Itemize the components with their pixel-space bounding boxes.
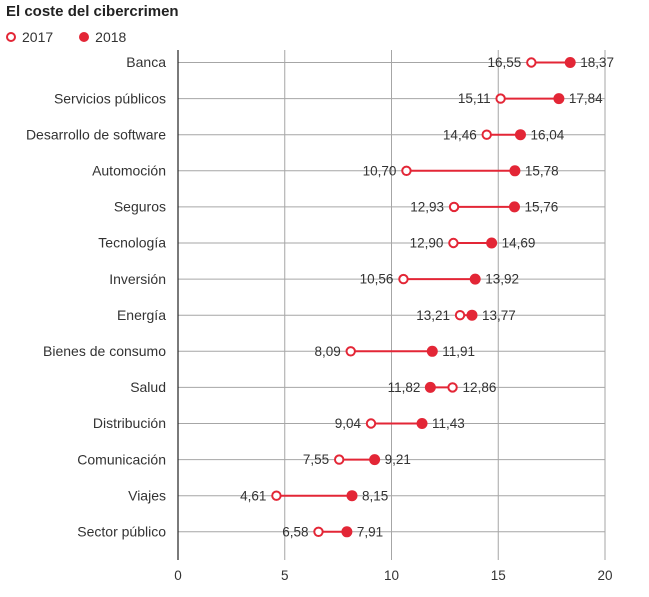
data-label: 13,92: [485, 272, 519, 287]
x-tick-label: 15: [491, 568, 506, 583]
data-label: 18,37: [580, 55, 614, 70]
point-2018: [508, 201, 520, 213]
point-2018: [426, 345, 438, 357]
category-label: Energía: [117, 307, 166, 323]
point-2017: [313, 526, 324, 537]
category-label: Automoción: [92, 163, 166, 179]
category-label: Viajes: [128, 487, 166, 503]
category-label: Tecnología: [98, 235, 166, 251]
point-2018: [466, 309, 478, 321]
category-label: Distribución: [93, 415, 166, 431]
data-label: 9,21: [385, 452, 411, 467]
point-2017: [401, 165, 412, 177]
data-label: 11,91: [442, 344, 475, 359]
point-2018: [469, 273, 481, 285]
data-label: 11,82: [388, 380, 421, 395]
data-label: 13,77: [482, 308, 516, 323]
point-2017: [454, 310, 466, 321]
point-2017: [448, 201, 460, 213]
point-2018: [416, 418, 428, 429]
point-2017: [365, 418, 377, 429]
data-label: 11,43: [432, 416, 465, 431]
point-2017: [447, 382, 458, 393]
data-label: 15,11: [458, 91, 491, 106]
point-2018: [514, 129, 526, 141]
x-tick-label: 10: [384, 568, 399, 583]
point-2018: [564, 57, 576, 68]
data-label: 14,69: [502, 236, 536, 251]
category-label: Sector público: [77, 524, 166, 540]
legend-item-2017: 2017: [6, 29, 53, 45]
point-2017: [526, 57, 537, 68]
x-tick-label: 0: [174, 568, 182, 583]
point-2017: [398, 273, 409, 285]
point-2017: [345, 346, 356, 357]
data-label: 8,15: [362, 488, 388, 503]
data-label: 10,70: [363, 163, 397, 178]
point-2018: [341, 526, 353, 538]
data-label: 6,58: [282, 524, 308, 539]
data-label: 10,56: [360, 272, 394, 287]
x-tick-label: 5: [281, 568, 289, 583]
point-2018: [369, 454, 381, 466]
data-label: 8,09: [314, 344, 340, 359]
data-label: 15,76: [524, 199, 558, 214]
data-label: 7,55: [303, 452, 329, 467]
category-label: Salud: [130, 379, 166, 395]
category-label: Comunicación: [77, 451, 166, 467]
category-label: Seguros: [114, 199, 166, 215]
data-label: 12,90: [410, 236, 444, 251]
legend-label-2017: 2017: [22, 29, 54, 45]
point-2018: [424, 381, 436, 393]
legend-item-2018: 2018: [79, 29, 126, 45]
category-label: Inversión: [109, 271, 166, 287]
point-2017: [495, 93, 506, 104]
data-label: 7,91: [357, 524, 383, 539]
data-label: 15,78: [525, 163, 559, 178]
legend: 2017 2018: [6, 29, 152, 45]
chart-title: El coste del cibercrimen: [6, 3, 179, 20]
point-2018: [509, 165, 521, 177]
point-2018: [553, 93, 565, 105]
data-label: 17,84: [569, 91, 603, 106]
point-2017: [481, 129, 492, 140]
data-label: 16,55: [488, 55, 522, 70]
point-2018: [346, 490, 358, 502]
data-label: 13,21: [416, 308, 450, 323]
data-label: 14,46: [443, 127, 477, 142]
data-label: 9,04: [335, 416, 362, 431]
data-label: 16,04: [530, 127, 564, 142]
data-label: 12,86: [463, 380, 497, 395]
point-2017: [333, 454, 345, 465]
point-2018: [486, 237, 498, 249]
data-label: 12,93: [410, 199, 444, 214]
data-label: 4,61: [240, 488, 266, 503]
legend-marker-2018: [79, 32, 90, 42]
point-2017: [448, 237, 459, 249]
x-tick-label: 20: [597, 568, 612, 583]
category-label: Bienes de consumo: [43, 343, 166, 359]
legend-marker-2017: [6, 32, 16, 42]
category-label: Servicios públicos: [54, 90, 166, 106]
category-label: Desarrollo de software: [26, 126, 166, 142]
legend-label-2018: 2018: [95, 29, 127, 45]
category-label: Banca: [126, 54, 166, 70]
point-2017: [271, 490, 282, 501]
